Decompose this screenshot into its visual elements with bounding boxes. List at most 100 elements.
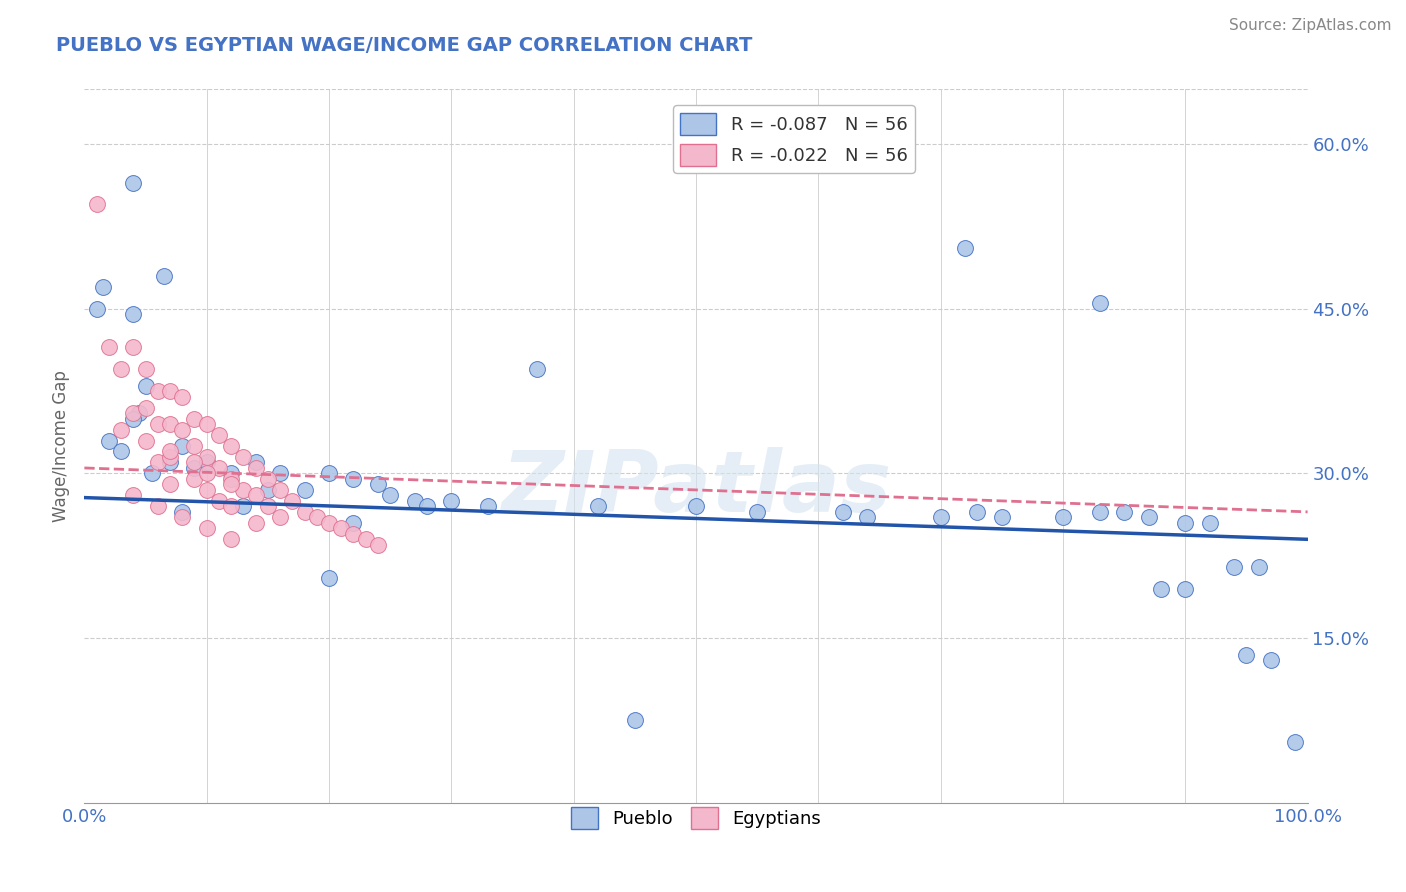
Point (294, 505, 316, 519)
Point (257, 500, 280, 514)
Point (232, 450, 254, 464)
Point (86, 301, 108, 316)
Point (135, 401, 157, 415)
Point (1137, 510, 1160, 524)
Point (342, 526, 364, 541)
Point (208, 494, 231, 508)
Point (281, 494, 304, 508)
Point (91, 280, 114, 294)
Point (257, 483, 280, 497)
Point (183, 411, 205, 425)
Point (318, 467, 340, 481)
Point (219, 467, 242, 481)
Point (624, 714, 647, 728)
Point (195, 521, 218, 535)
Point (97, 340, 120, 354)
Point (367, 477, 389, 491)
Point (586, 500, 609, 514)
Point (195, 455, 218, 469)
Y-axis label: Wage/Income Gap: Wage/Income Gap (52, 370, 70, 522)
Point (245, 461, 267, 475)
Point (232, 483, 254, 497)
Point (219, 439, 242, 453)
Point (269, 467, 291, 481)
Point (146, 417, 169, 431)
Legend: Pueblo, Egyptians: Pueblo, Egyptians (564, 800, 828, 837)
Point (219, 477, 242, 491)
Point (440, 494, 463, 508)
Point (122, 406, 145, 420)
Point (219, 472, 242, 486)
Point (1247, 559, 1270, 574)
Point (122, 176, 145, 190)
Point (172, 439, 194, 453)
Text: PUEBLO VS EGYPTIAN WAGE/INCOME GAP CORRELATION CHART: PUEBLO VS EGYPTIAN WAGE/INCOME GAP CORRE… (56, 36, 752, 54)
Point (159, 477, 181, 491)
Point (342, 516, 364, 530)
Point (110, 362, 132, 376)
Point (318, 516, 340, 530)
Point (183, 455, 205, 469)
Point (367, 538, 389, 552)
Point (122, 411, 145, 425)
Point (195, 483, 218, 497)
Point (380, 488, 402, 502)
Point (195, 467, 218, 481)
Point (1114, 505, 1136, 519)
Point (1088, 296, 1111, 310)
Point (219, 533, 242, 547)
Point (269, 483, 291, 497)
Point (747, 505, 769, 519)
Point (172, 510, 194, 524)
Point (172, 390, 194, 404)
Point (159, 444, 181, 458)
Point (146, 500, 169, 514)
Point (219, 500, 242, 514)
Point (477, 500, 499, 514)
Point (1198, 516, 1220, 530)
Point (183, 461, 205, 475)
Point (208, 461, 231, 475)
Point (685, 500, 707, 514)
Point (526, 362, 548, 376)
Point (1236, 648, 1258, 662)
Point (159, 417, 181, 431)
Point (159, 455, 181, 469)
Text: Source: ZipAtlas.com: Source: ZipAtlas.com (1229, 18, 1392, 33)
Point (159, 384, 181, 398)
Point (318, 571, 340, 585)
Point (1174, 516, 1197, 530)
Point (183, 439, 205, 453)
Point (183, 472, 205, 486)
Point (354, 533, 377, 547)
Point (135, 378, 157, 392)
Point (1223, 559, 1246, 574)
Point (245, 455, 267, 469)
Point (1174, 582, 1197, 596)
Point (404, 494, 426, 508)
Point (159, 450, 181, 464)
Point (966, 505, 988, 519)
Point (172, 505, 194, 519)
Point (128, 406, 150, 420)
Point (172, 423, 194, 437)
Point (153, 268, 176, 283)
Point (929, 510, 952, 524)
Point (1052, 510, 1074, 524)
Point (208, 428, 231, 442)
Point (97, 434, 120, 448)
Point (416, 500, 439, 514)
Point (294, 483, 316, 497)
Point (232, 500, 254, 514)
Point (305, 510, 328, 524)
Point (1088, 505, 1111, 519)
Point (110, 444, 132, 458)
Point (195, 450, 218, 464)
Point (1284, 735, 1306, 749)
Point (330, 521, 353, 535)
Point (1150, 582, 1173, 596)
Point (122, 340, 145, 354)
Point (195, 417, 218, 431)
Point (856, 510, 879, 524)
Point (831, 505, 853, 519)
